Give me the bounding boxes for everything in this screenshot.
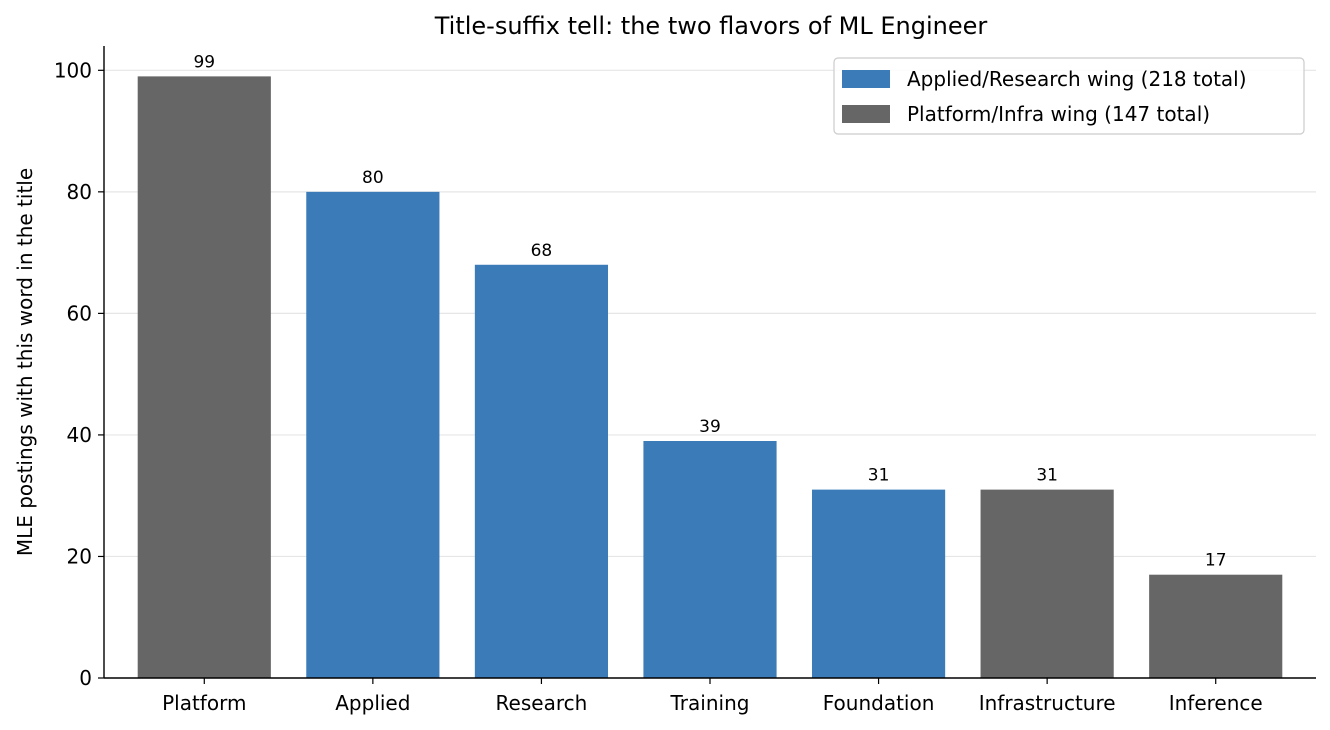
y-axis-label: MLE postings with this word in the title — [13, 168, 37, 556]
x-tick-label: Applied — [335, 691, 410, 715]
legend-label: Applied/Research wing (218 total) — [907, 67, 1247, 91]
y-tick-label: 40 — [67, 423, 92, 447]
legend: Applied/Research wing (218 total) Platfor… — [833, 57, 1305, 135]
data-label: 39 — [699, 417, 721, 437]
bar — [811, 489, 946, 678]
x-tick-label: Training — [670, 691, 750, 715]
data-label: 99 — [193, 52, 215, 72]
y-tick-label: 80 — [67, 180, 92, 204]
data-label: 31 — [1036, 466, 1058, 486]
bar — [137, 76, 271, 678]
x-tick-label: Platform — [162, 691, 246, 715]
data-label: 17 — [1205, 551, 1227, 571]
bar — [980, 489, 1114, 678]
legend-label: Platform/Infra wing (147 total) — [907, 102, 1210, 126]
data-label: 31 — [868, 466, 890, 486]
bar — [1149, 574, 1283, 678]
y-tick-label: 100 — [54, 58, 92, 82]
legend-swatch — [842, 105, 890, 123]
bar — [474, 264, 609, 678]
data-labels: 99 80 68 39 31 31 17 — [193, 52, 1226, 570]
axes: 0 20 40 60 80 100 Platform Applied Research Train… — [54, 46, 1316, 715]
x-tick-label: Foundation — [823, 691, 935, 715]
x-tick-label: Inference — [1169, 691, 1263, 715]
legend-swatch — [842, 70, 890, 88]
x-tick-label: Research — [496, 691, 588, 715]
gridlines — [104, 69, 1316, 558]
y-tick-label: 60 — [67, 301, 92, 325]
chart-title: Title-suffix tell: the two flavors of ML… — [434, 12, 988, 40]
data-label: 68 — [531, 241, 553, 261]
bar — [643, 441, 777, 678]
data-label: 80 — [362, 168, 384, 188]
y-tick-label: 20 — [67, 544, 92, 568]
bar — [306, 191, 440, 678]
y-tick-label: 0 — [79, 666, 92, 690]
bars — [137, 76, 1283, 678]
x-tick-label: Infrastructure — [979, 691, 1116, 715]
legend-box — [833, 57, 1305, 135]
